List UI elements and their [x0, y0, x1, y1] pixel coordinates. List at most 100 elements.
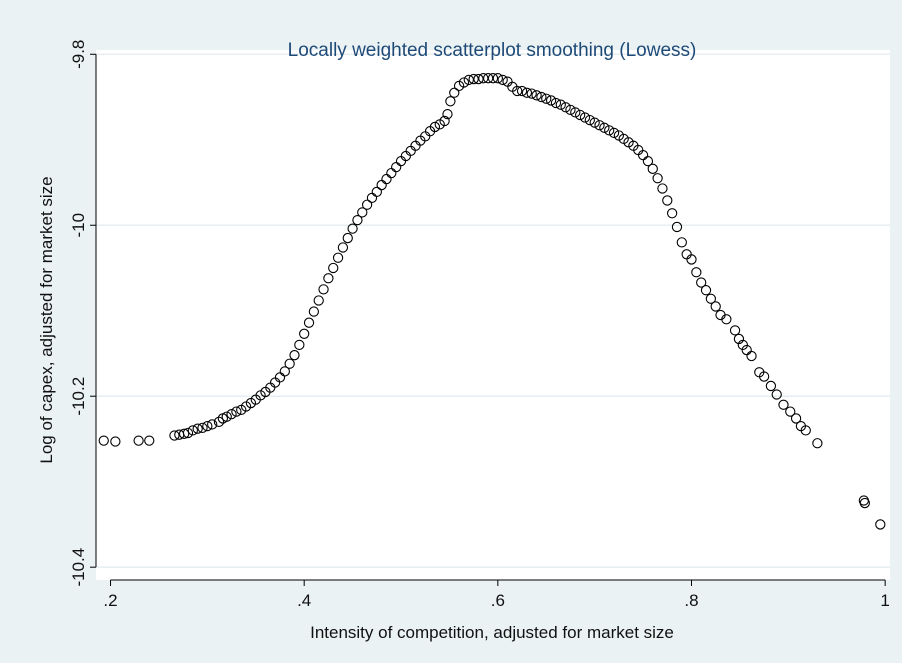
data-point-88	[570, 107, 581, 118]
data-point-114	[696, 277, 707, 288]
data-point-129	[778, 399, 789, 410]
x-tick-label-0: .2	[103, 591, 117, 610]
data-point-115	[700, 285, 712, 296]
data-point-36	[323, 273, 334, 284]
data-point-42	[352, 214, 363, 226]
data-point-93	[594, 120, 605, 131]
data-point-38	[332, 252, 344, 263]
data-point-34	[313, 295, 324, 306]
data-points	[98, 73, 886, 530]
data-point-72	[492, 73, 503, 84]
x-tick-label-4: 1	[880, 591, 889, 610]
data-point-137	[875, 519, 886, 530]
data-point-122	[737, 339, 748, 351]
data-point-66	[463, 74, 474, 86]
data-point-10	[197, 422, 208, 433]
data-point-41	[347, 223, 358, 234]
data-point-119	[721, 314, 732, 325]
data-point-30	[294, 339, 305, 351]
data-point-131	[790, 413, 802, 424]
data-point-16	[226, 409, 237, 420]
data-point-46	[371, 186, 382, 198]
y-tick-label-1: -10	[69, 213, 88, 238]
data-point-92	[589, 117, 600, 128]
x-tick-label-1: .4	[297, 591, 311, 610]
data-point-85	[555, 99, 566, 110]
data-point-29	[289, 350, 300, 361]
data-point-31	[299, 328, 310, 339]
data-point-33	[308, 306, 320, 317]
data-point-11	[202, 420, 213, 432]
data-point-9	[192, 423, 203, 434]
data-point-81	[536, 91, 547, 103]
x-axis-label: Intensity of competition, adjusted for m…	[310, 623, 674, 642]
data-point-110	[676, 237, 687, 248]
data-point-106	[657, 183, 668, 194]
data-point-127	[765, 380, 777, 392]
x-tick-label-2: .6	[491, 591, 505, 610]
data-point-39	[337, 242, 349, 253]
x-tick-label-3: .8	[684, 591, 698, 610]
data-point-95	[604, 125, 615, 136]
data-point-43	[357, 207, 368, 218]
data-point-28	[284, 358, 295, 369]
data-point-82	[541, 93, 552, 104]
data-point-96	[608, 127, 620, 139]
data-point-105	[652, 173, 663, 184]
data-point-136	[859, 497, 870, 509]
data-point-13	[213, 416, 225, 428]
data-point-76	[512, 85, 523, 97]
grid-lines	[96, 53, 890, 568]
data-point-121	[733, 333, 745, 345]
data-point-104	[647, 163, 658, 174]
data-point-108	[666, 208, 678, 219]
data-point-89	[574, 109, 586, 121]
data-point-6	[178, 428, 190, 439]
data-point-35	[318, 284, 329, 295]
chart-title: Locally weighted scatterplot smoothing (…	[288, 40, 697, 61]
data-point-15	[221, 411, 232, 422]
y-axis-ticks: -9.8 -10 -10.2 -10.4	[69, 40, 96, 587]
data-point-1	[110, 436, 121, 447]
data-point-44	[361, 199, 373, 210]
data-point-27	[279, 366, 290, 377]
y-tick-label-2: -10.2	[69, 377, 88, 416]
data-point-78	[521, 87, 533, 98]
data-point-79	[526, 88, 537, 99]
data-point-91	[584, 114, 595, 126]
data-point-12	[207, 419, 218, 430]
x-axis-ticks: .2 .4 .6 .8 1	[103, 580, 890, 610]
data-point-128	[771, 389, 782, 400]
data-point-3	[144, 435, 155, 446]
data-point-134	[812, 438, 823, 449]
data-point-62	[445, 96, 456, 107]
data-point-103	[642, 155, 654, 167]
data-point-107	[662, 195, 673, 206]
data-point-4	[169, 430, 180, 441]
data-point-63	[449, 87, 460, 98]
data-point-37	[328, 262, 339, 274]
data-point-68	[473, 73, 484, 85]
data-point-77	[516, 85, 528, 97]
data-point-7	[182, 427, 194, 439]
data-point-80	[531, 90, 542, 101]
data-point-117	[710, 301, 721, 312]
y-tick-label-3: -10.4	[69, 548, 88, 587]
data-point-116	[705, 293, 717, 304]
data-point-133	[800, 425, 811, 436]
data-point-130	[785, 406, 796, 417]
data-point-58	[429, 121, 441, 133]
data-point-17	[231, 406, 242, 417]
data-point-2	[133, 435, 144, 446]
data-point-126	[758, 371, 770, 382]
data-point-87	[565, 104, 576, 115]
data-point-90	[579, 112, 591, 123]
data-point-112	[686, 254, 697, 265]
data-point-71	[487, 73, 499, 84]
data-point-86	[560, 102, 571, 113]
data-point-8	[187, 425, 198, 436]
data-point-65	[458, 77, 470, 88]
y-tick-label-0: -9.8	[69, 40, 88, 69]
data-point-109	[671, 221, 683, 233]
